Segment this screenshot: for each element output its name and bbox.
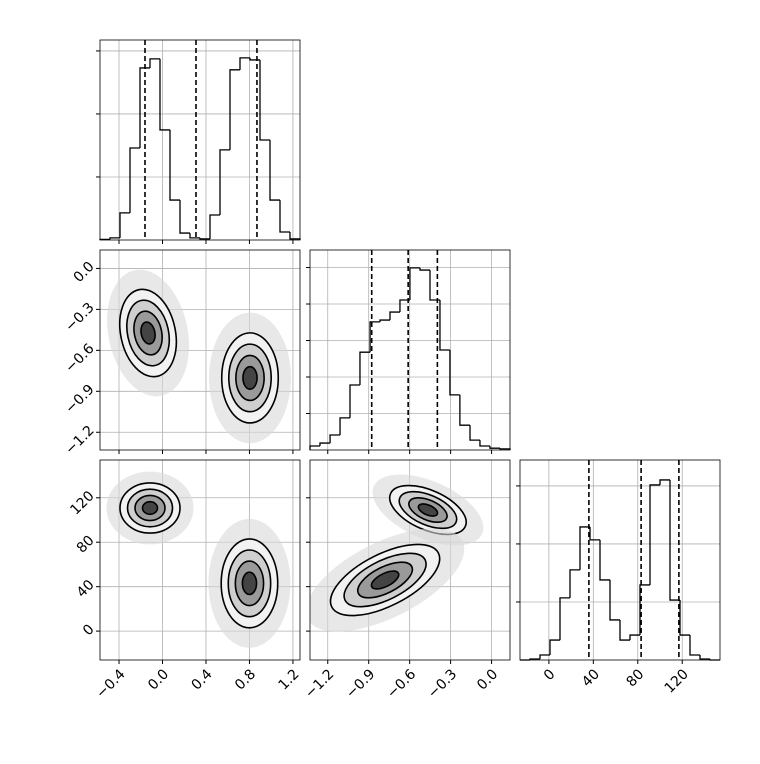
histogram-bin <box>469 425 480 441</box>
histogram-bin <box>689 635 700 656</box>
x-tick-label: 0 <box>541 666 559 684</box>
panel-frame <box>309 459 511 661</box>
density-contour <box>417 503 439 517</box>
histogram-bin <box>319 442 331 446</box>
histogram-bin <box>569 569 580 598</box>
histogram-bin <box>409 267 421 300</box>
histogram-bin <box>349 384 360 418</box>
histogram-bin <box>399 299 410 313</box>
histogram-bin <box>539 654 550 660</box>
histogram-bin <box>449 350 460 396</box>
histogram-bin <box>649 484 660 585</box>
x-tick-label: 1.2 <box>276 666 303 693</box>
histogram-bin <box>549 639 560 655</box>
histogram-bin <box>139 67 150 148</box>
histogram-bin <box>279 200 290 233</box>
histogram-bin <box>149 58 160 68</box>
y-tick-label: 40 <box>74 577 98 601</box>
x-tick-label: −0.9 <box>343 666 378 701</box>
histogram-bin <box>419 267 430 271</box>
x-tick-label: 0.8 <box>232 666 259 693</box>
y-tick-label: 0.0 <box>71 259 98 286</box>
histogram-bin <box>249 57 260 61</box>
panel-frame <box>309 249 511 451</box>
density-contour <box>141 500 159 516</box>
histogram-bin <box>169 129 180 201</box>
histogram-bin <box>259 59 270 141</box>
histogram-bin <box>119 212 130 238</box>
histogram-bin <box>479 440 490 447</box>
histogram-bin <box>229 69 240 150</box>
histogram-bin <box>359 351 371 386</box>
histogram-bin <box>609 579 620 621</box>
y-tick-label: −1.2 <box>62 423 97 458</box>
histogram-bin <box>699 654 710 660</box>
histogram-bin <box>329 434 341 444</box>
y-tick-label: −0.6 <box>62 341 97 376</box>
histogram-bin <box>369 321 381 353</box>
histogram-bin <box>579 526 590 570</box>
y-tick-label: −0.9 <box>62 382 97 417</box>
histogram-bin <box>179 200 190 234</box>
x-tick-label: 40 <box>579 666 603 690</box>
histogram-bin <box>289 232 301 240</box>
x-tick-label: −0.3 <box>425 666 460 701</box>
x-tick-label: −0.6 <box>384 666 419 701</box>
density-contour <box>242 365 258 390</box>
panel-frame <box>519 459 721 661</box>
density-contour <box>370 570 400 590</box>
histogram-bin <box>379 319 390 322</box>
histogram-bin <box>199 237 210 240</box>
x-tick-label: 0.4 <box>189 666 216 693</box>
histogram-bin <box>459 394 470 426</box>
x-tick-label: 0.0 <box>145 666 172 693</box>
histogram-bin <box>219 149 230 215</box>
x-tick-label: 120 <box>662 666 692 696</box>
histogram-bin <box>669 479 680 601</box>
y-tick-label: −0.3 <box>62 300 97 335</box>
y-tick-label: 80 <box>74 533 98 557</box>
histogram-bin <box>239 57 250 70</box>
x-tick-label: 0.0 <box>474 666 501 693</box>
density-panel <box>107 269 291 444</box>
histogram-bin <box>559 597 570 641</box>
histogram-bin <box>679 600 690 636</box>
histogram-bin <box>489 445 500 449</box>
panel-frame <box>99 249 301 451</box>
panel-frame <box>99 39 301 241</box>
histogram-bin <box>389 311 400 321</box>
density-contour <box>241 571 258 596</box>
x-tick-label: 80 <box>624 666 648 690</box>
panel-frame <box>99 459 301 661</box>
density-contour <box>140 321 156 345</box>
histogram-bin <box>339 417 350 436</box>
histogram-bin <box>439 300 450 351</box>
x-tick-label: −1.2 <box>302 666 337 701</box>
y-tick-label: 120 <box>67 488 97 518</box>
histogram-bin <box>269 140 280 201</box>
density-panel <box>106 471 291 648</box>
y-tick-label: 0 <box>80 621 98 639</box>
histogram-bin <box>619 619 630 641</box>
histogram-bin <box>629 634 640 641</box>
histogram-bin <box>589 526 600 541</box>
histogram-bin <box>109 237 120 240</box>
density-panel <box>310 474 484 632</box>
histogram-bin <box>129 147 140 213</box>
histogram-bin <box>209 214 220 239</box>
histogram-bin <box>639 584 650 636</box>
histogram-bin <box>659 479 670 485</box>
histogram-bin <box>599 539 610 581</box>
x-tick-label: −0.4 <box>93 666 128 701</box>
histogram-bin <box>309 445 320 450</box>
histogram-bin <box>159 58 170 131</box>
histogram-bin <box>429 270 440 301</box>
histogram-bin <box>189 233 200 239</box>
